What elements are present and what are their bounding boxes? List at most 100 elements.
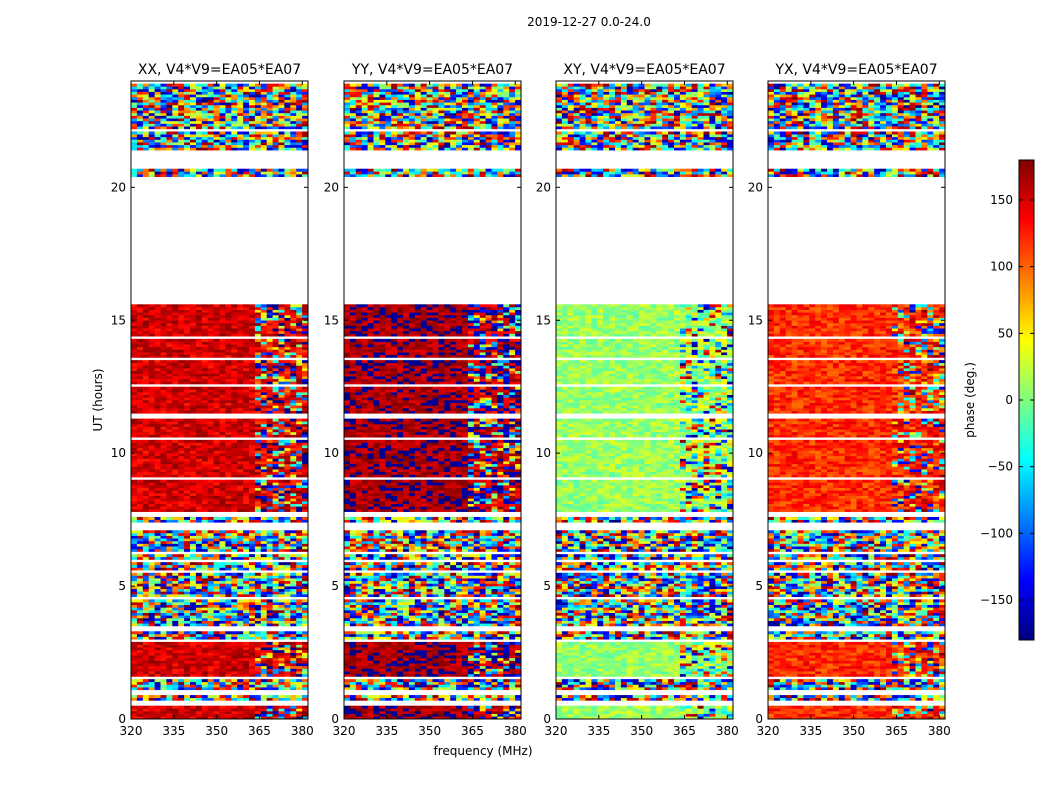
heatmap-cell [184,506,191,510]
heatmap-cell [172,610,179,613]
heatmap-cell [213,572,220,576]
heatmap-cell [302,320,308,324]
heatmap-cell [207,617,214,621]
heatmap-cell [243,681,250,685]
heatmap-cell [231,442,238,446]
heatmap-cell [201,453,209,457]
heatmap-cell [219,306,226,310]
heatmap-cell [479,713,486,717]
heatmap-cell [225,644,232,648]
heatmap-cell [278,144,285,148]
heatmap-cell [260,407,268,411]
heatmap-cell [142,118,150,122]
heatmap-cell [219,102,226,106]
heatmap-cell [213,495,220,499]
heatmap-cell [207,644,214,648]
heatmap-cell [272,354,279,358]
heatmap-cell [154,548,161,552]
heatmap-cell [154,583,161,587]
heatmap-cell [190,418,197,422]
heatmap-cell [243,665,250,669]
heatmap-cell [243,620,250,624]
heatmap-cell [260,623,268,627]
heatmap-cell [184,370,191,374]
heatmap-cell [172,447,179,451]
heatmap-cell [166,407,173,411]
heatmap-cell [272,716,279,719]
heatmap-cell [515,705,521,709]
heatmap-cell [219,426,226,430]
heatmap-cell [201,655,209,659]
heatmap-cell [201,657,209,661]
heatmap-cell [243,112,250,116]
heatmap-cell [160,322,167,326]
heatmap-cell [148,501,155,504]
heatmap-cell [201,466,209,470]
heatmap-cell [195,354,203,358]
heatmap-cell [243,612,250,616]
heatmap-cell [160,171,167,175]
heatmap-cell [213,519,220,523]
heatmap-cell [136,447,144,451]
heatmap-cell [213,482,220,486]
heatmap-cell [131,604,138,608]
heatmap-cell [154,633,161,637]
heatmap-cell [136,96,144,100]
heatmap-cell [190,548,197,552]
heatmap-cell [172,320,179,324]
heatmap-cell [201,487,209,491]
heatmap-cell [207,586,214,590]
heatmap-cell [272,376,279,380]
heatmap-cell [160,349,167,353]
heatmap-cell [266,607,273,611]
heatmap-cell [184,636,191,640]
heatmap-cell [237,660,244,664]
heatmap-cell [243,602,250,605]
heatmap-cell [195,620,203,624]
heatmap-cell [148,405,155,409]
heatmap-cell [302,91,308,95]
heatmap-cell [237,83,244,87]
heatmap-cell [272,474,279,478]
heatmap-cell [136,631,144,635]
heatmap-cell [136,591,144,595]
heatmap-cell [266,344,273,348]
heatmap-cell [231,107,238,111]
heatmap-cell [166,344,173,348]
heatmap-cell [213,426,220,430]
heatmap-cell [237,360,244,364]
heatmap-cell [190,94,197,98]
heatmap-cell [266,346,273,350]
heatmap-cell [219,474,226,478]
heatmap-cell [225,107,232,111]
heatmap-cell [166,104,173,108]
heatmap-cell [237,458,244,462]
heatmap-cell [178,687,185,691]
heatmap-cell [142,636,150,640]
heatmap-cell [178,564,185,568]
heatmap-cell [260,612,268,616]
heatmap-cell [254,381,262,385]
heatmap-cell [260,174,268,177]
heatmap-cell [243,104,250,108]
heatmap-cell [249,641,256,645]
heatmap-cell [166,607,173,611]
heatmap-cell [131,386,138,390]
heatmap-cell [278,575,285,579]
heatmap-cell [302,546,308,550]
heatmap-cell [272,684,279,688]
heatmap-cell [184,671,191,675]
heatmap-cell [195,447,203,451]
heatmap-cell [249,695,256,699]
heatmap-cell [166,110,173,114]
heatmap-cell [290,96,297,100]
heatmap-cell [254,168,262,172]
heatmap-cell [201,431,209,435]
heatmap-cell [391,705,398,709]
heatmap-cell [131,394,138,398]
heatmap-cell [190,679,197,683]
heatmap-cell [201,583,209,587]
heatmap-cell [148,636,155,640]
heatmap-cell [154,463,161,467]
heatmap-cell [284,365,291,369]
